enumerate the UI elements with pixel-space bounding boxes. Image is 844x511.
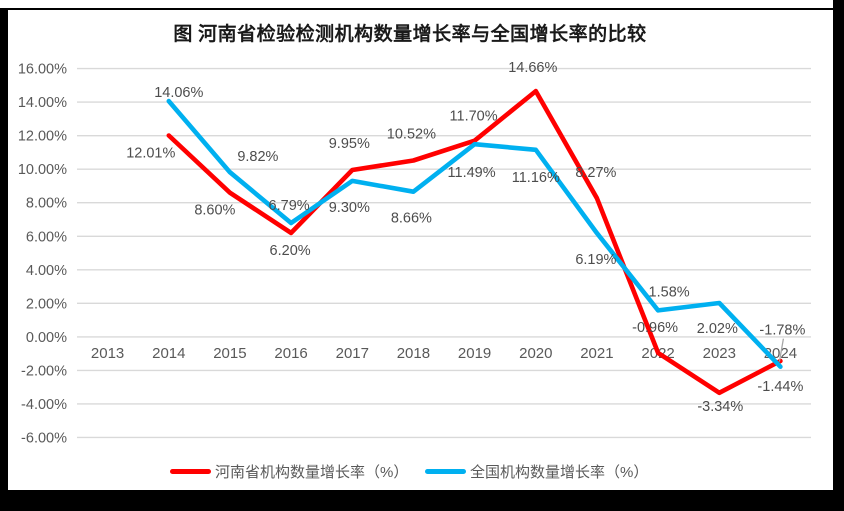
data-label: 8.27% [575, 165, 616, 181]
y-axis-tick-label: 12.00% [18, 129, 67, 145]
series-line-national [166, 98, 783, 370]
data-label: 9.82% [237, 149, 278, 165]
y-axis-tick-label: -2.00% [21, 363, 67, 379]
data-label: 8.66% [391, 211, 432, 227]
data-label: 9.95% [329, 136, 370, 152]
data-label: 12.01% [126, 146, 175, 162]
data-label: 8.60% [194, 203, 235, 219]
data-label: 11.70% [450, 109, 498, 125]
page-border-left [0, 8, 8, 490]
y-axis-tick-label: 8.00% [26, 196, 67, 212]
legend-swatch-national [425, 468, 466, 474]
data-label: 6.19% [575, 252, 616, 268]
data-label: -1.78% [759, 323, 805, 339]
legend-item-henan: 河南省机构数量增长率（%） [170, 461, 408, 481]
series-line-henan [166, 88, 783, 396]
legend-item-national: 全国机构数量增长率（%） [425, 461, 648, 481]
y-axis-tick-label: 14.00% [18, 95, 67, 111]
data-label: 2.02% [697, 321, 738, 337]
data-label: 1.58% [649, 284, 690, 300]
data-label: -1.44% [757, 379, 803, 395]
data-label: 10.52% [387, 127, 436, 143]
page-border-bottom [0, 490, 844, 511]
y-axis-tick-label: -4.00% [21, 397, 67, 413]
x-axis-tick-label: 2018 [397, 345, 430, 362]
data-label: 11.16% [512, 170, 560, 186]
chart-title: 图 河南省检验检测机构数量增长率与全国增长率的比较 [173, 24, 647, 45]
y-axis-tick-label: 2.00% [26, 296, 67, 312]
y-axis-tick-label: 4.00% [26, 263, 67, 279]
legend-label-henan: 河南省机构数量增长率（%） [215, 463, 409, 481]
data-label: 14.06% [154, 85, 203, 101]
y-axis-tick-label: -6.00% [21, 430, 67, 446]
chart-legend: 河南省机构数量增长率（%） 全国机构数量增长率（%） [0, 461, 844, 481]
legend-label-national: 全国机构数量增长率（%） [470, 463, 649, 481]
legend-swatch-henan [170, 468, 211, 474]
data-label: 6.79% [269, 198, 310, 214]
data-label: 11.49% [448, 165, 496, 181]
data-label: 6.20% [270, 243, 311, 259]
label-leader-line [778, 338, 785, 362]
y-axis-tick-label: 0.00% [26, 330, 67, 346]
x-axis-tick-label: 2019 [458, 345, 491, 362]
data-label: -3.34% [697, 399, 743, 415]
x-axis-tick-label: 2013 [91, 345, 124, 362]
page-border-right [833, 0, 844, 511]
x-axis-tick-label: 2017 [336, 345, 369, 362]
x-axis-tick-label: 2014 [152, 345, 185, 362]
page-border-top [0, 8, 834, 10]
data-label: 9.30% [329, 200, 370, 216]
data-label: -0.96% [632, 320, 678, 336]
y-axis-tick-label: 6.00% [26, 229, 67, 245]
x-axis-tick-label: 2020 [519, 345, 552, 362]
x-axis-tick-label: 2015 [213, 345, 246, 362]
y-axis-tick-label: 16.00% [18, 62, 67, 78]
x-axis-tick-label: 2023 [703, 345, 736, 362]
data-label: 14.66% [508, 60, 557, 76]
y-axis-tick-label: 10.00% [18, 162, 67, 178]
x-axis-tick-label: 2016 [274, 345, 307, 362]
x-axis-tick-label: 2021 [580, 345, 613, 362]
